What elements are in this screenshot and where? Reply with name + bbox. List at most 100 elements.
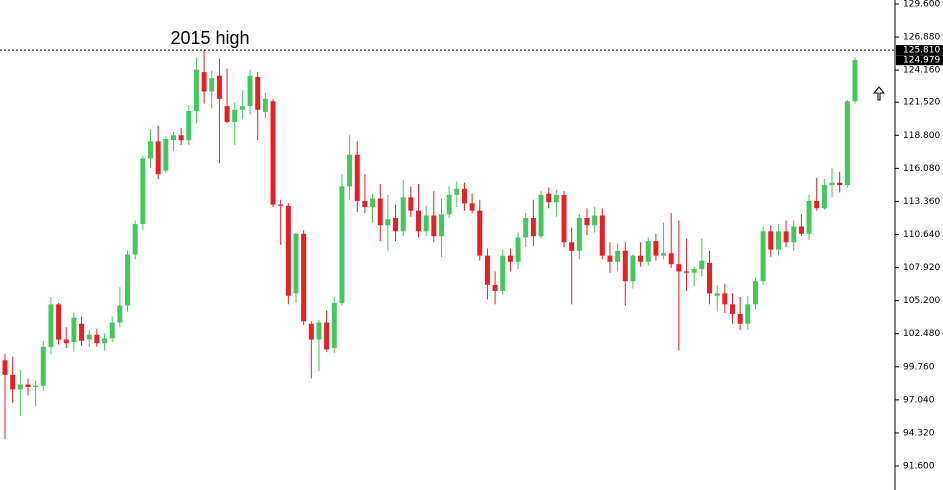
candle-body bbox=[209, 78, 215, 92]
candle-body bbox=[117, 305, 123, 323]
candle-body bbox=[293, 233, 299, 294]
candle-body bbox=[760, 231, 766, 282]
candle-body bbox=[347, 154, 353, 187]
current-price-box bbox=[896, 55, 943, 66]
candle-body bbox=[25, 384, 31, 387]
candle-body bbox=[515, 237, 521, 262]
candle-body bbox=[193, 69, 199, 111]
candle-body bbox=[622, 250, 628, 282]
candle-body bbox=[645, 241, 651, 262]
candle-body bbox=[691, 269, 697, 273]
candle-body bbox=[538, 194, 544, 237]
y-tick-label: 102.480 bbox=[903, 329, 940, 339]
candle-body bbox=[408, 197, 414, 211]
candle-body bbox=[783, 231, 789, 243]
candle-body bbox=[546, 193, 552, 203]
candle-body bbox=[729, 304, 735, 315]
candle-body bbox=[308, 323, 314, 340]
high-level-label: 125.810 bbox=[903, 46, 940, 56]
candle-body bbox=[852, 60, 858, 102]
candle-body bbox=[331, 303, 337, 349]
candle-body bbox=[270, 101, 276, 205]
candle-body bbox=[775, 231, 781, 250]
candle-body bbox=[829, 182, 835, 186]
y-tick-label: 124.160 bbox=[903, 66, 940, 76]
candle-body bbox=[416, 210, 422, 232]
candle-body bbox=[844, 101, 850, 186]
candle-body bbox=[94, 334, 100, 344]
candle-body bbox=[216, 75, 222, 99]
candle-body bbox=[530, 217, 536, 237]
high-level-box bbox=[896, 45, 943, 56]
candle-body bbox=[492, 284, 498, 291]
candle-body bbox=[768, 231, 774, 250]
candle-body bbox=[615, 250, 621, 262]
candle-body bbox=[10, 374, 16, 390]
candle-body bbox=[523, 217, 529, 238]
candle-body bbox=[423, 215, 429, 232]
candle-body bbox=[354, 154, 360, 201]
candle-body bbox=[71, 317, 77, 342]
candle-body bbox=[86, 334, 92, 340]
candle-body bbox=[737, 314, 743, 324]
candle-body bbox=[102, 338, 108, 344]
candle-body bbox=[63, 339, 69, 344]
candle-body bbox=[661, 253, 667, 256]
candle-body bbox=[301, 233, 307, 322]
y-tick-label: 116.080 bbox=[903, 164, 940, 174]
candle-body bbox=[362, 200, 368, 208]
candle-body bbox=[814, 200, 820, 209]
candle-body bbox=[201, 72, 207, 92]
candle-body bbox=[400, 197, 406, 232]
y-tick-label: 126.880 bbox=[903, 33, 940, 43]
current-price-label: 124.979 bbox=[903, 56, 940, 66]
candle-body bbox=[186, 110, 192, 141]
candle-body bbox=[477, 210, 483, 256]
candle-body bbox=[132, 224, 138, 255]
y-tick-label: 118.800 bbox=[903, 131, 940, 141]
candle-body bbox=[461, 188, 467, 204]
y-tick-label: 121.520 bbox=[903, 98, 940, 108]
candle-body bbox=[745, 304, 751, 324]
candle-body bbox=[239, 106, 245, 110]
candle-body bbox=[653, 241, 659, 256]
candle-body bbox=[630, 255, 636, 282]
candle-body bbox=[500, 255, 506, 291]
candle-body bbox=[676, 264, 682, 272]
candle-body bbox=[584, 217, 590, 226]
candle-body bbox=[699, 260, 705, 270]
candle-body bbox=[109, 322, 115, 339]
candle-body bbox=[377, 198, 383, 226]
candle-body bbox=[224, 106, 230, 122]
candle-body bbox=[707, 262, 713, 294]
y-tick-label: 105.200 bbox=[903, 296, 940, 306]
candle-body bbox=[507, 255, 513, 262]
y-tick-label: 113.360 bbox=[903, 197, 940, 207]
candle-body bbox=[446, 194, 452, 215]
y-tick-label: 99.760 bbox=[903, 362, 935, 372]
y-tick-label: 107.920 bbox=[903, 263, 940, 273]
candle-body bbox=[79, 323, 85, 341]
candle-body bbox=[484, 255, 490, 285]
y-tick-label: 94.320 bbox=[903, 428, 935, 438]
candle-body bbox=[316, 322, 322, 340]
candle-body bbox=[806, 200, 812, 234]
candle-body bbox=[668, 253, 674, 265]
candle-body bbox=[17, 384, 23, 390]
candle-body bbox=[393, 217, 399, 232]
candle-body bbox=[576, 217, 582, 251]
candle-body bbox=[40, 346, 46, 386]
candle-body bbox=[339, 186, 345, 304]
candle-body bbox=[56, 304, 62, 340]
candle-body bbox=[247, 75, 253, 107]
candle-body bbox=[33, 385, 39, 387]
candle-body bbox=[752, 281, 758, 305]
candle-body bbox=[170, 135, 176, 141]
candle-body bbox=[370, 198, 376, 208]
candle-body bbox=[385, 219, 391, 226]
candle-body bbox=[438, 214, 444, 237]
candle-body bbox=[431, 215, 437, 237]
y-tick-label: 91.600 bbox=[903, 462, 935, 472]
